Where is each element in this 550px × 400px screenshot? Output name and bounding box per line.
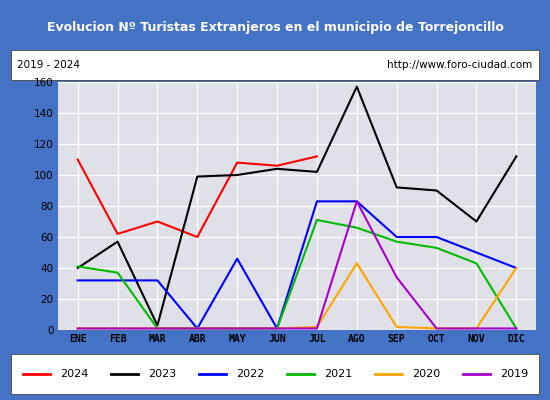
Text: 2020: 2020 [412,369,441,379]
Text: 2023: 2023 [148,369,177,379]
Text: 2019: 2019 [500,369,529,379]
Text: 2024: 2024 [60,369,89,379]
Text: 2019 - 2024: 2019 - 2024 [18,60,80,70]
Text: Evolucion Nº Turistas Extranjeros en el municipio de Torrejoncillo: Evolucion Nº Turistas Extranjeros en el … [47,20,503,34]
Text: 2021: 2021 [324,369,353,379]
Text: http://www.foro-ciudad.com: http://www.foro-ciudad.com [387,60,532,70]
Text: 2022: 2022 [236,369,265,379]
